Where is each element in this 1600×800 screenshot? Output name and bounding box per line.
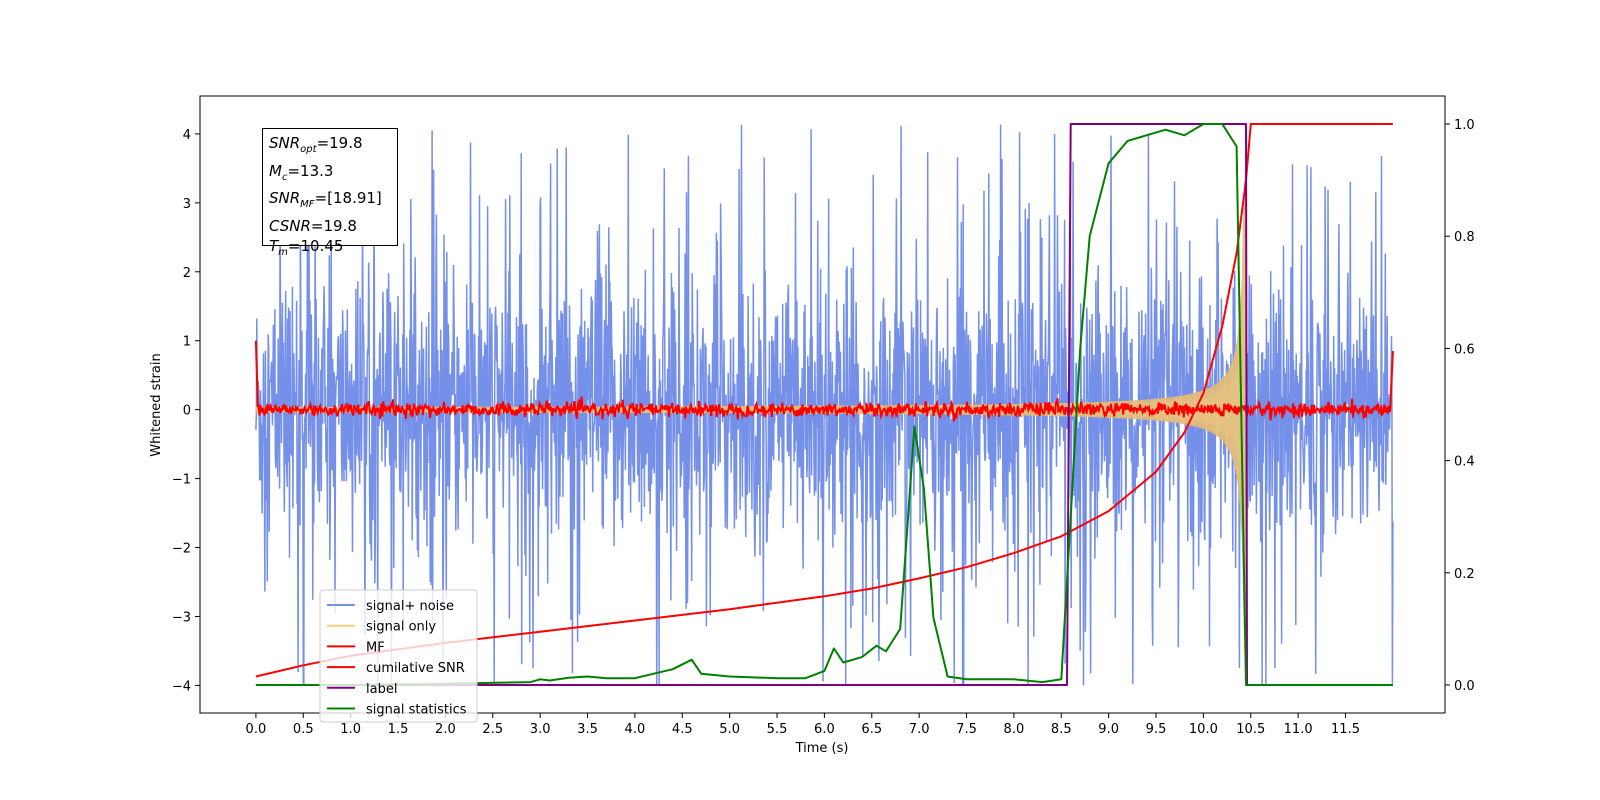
y-left-tick-label: −4 xyxy=(172,679,191,694)
x-axis-ticks: 0.0 0.5 1.0 1.5 2.0 2.5 3.0 3.5 4.0 4.5 5.0 5.5 6.0 6… xyxy=(246,713,1360,737)
x-tick-label: 2.0 xyxy=(435,722,456,737)
legend: signal+ noise signal only MF cumilative SNR… xyxy=(319,589,478,723)
x-tick-label: 5.0 xyxy=(719,722,740,737)
x-tick-label: 8.0 xyxy=(1004,722,1025,737)
x-tick-label: 1.5 xyxy=(388,722,409,737)
x-tick-label: 0.5 xyxy=(293,722,314,737)
mf-line xyxy=(254,340,1394,422)
legend-label: signal statistics xyxy=(366,703,467,718)
legend-label: label xyxy=(366,682,397,697)
csnr-text: CSNR=19.8 xyxy=(269,216,357,235)
series-layer xyxy=(254,123,1394,686)
x-axis-label: Time (s) xyxy=(795,741,849,756)
y-axis-right-ticks: 0.0 0.2 0.4 0.6 0.8 1.0 xyxy=(1445,118,1475,694)
mc-text: Mc=13.3 xyxy=(269,161,334,183)
legend-box xyxy=(319,589,478,723)
x-tick-label: 11.5 xyxy=(1331,722,1360,737)
x-tick-label: 7.5 xyxy=(956,722,977,737)
x-tick-label: 9.0 xyxy=(1098,722,1119,737)
y-left-tick-label: −3 xyxy=(172,610,191,625)
x-tick-label: 2.5 xyxy=(482,722,503,737)
signal-statistics-line xyxy=(255,123,1393,686)
legend-label: signal+ noise xyxy=(366,599,454,614)
y-right-tick-label: 0.4 xyxy=(1454,455,1475,470)
y-left-tick-label: 0 xyxy=(183,404,191,419)
y-left-tick-label: −2 xyxy=(172,542,191,557)
x-tick-label: 1.0 xyxy=(340,722,361,737)
y-left-tick-label: 4 xyxy=(183,128,191,143)
snr-mf-text: SNRMF=[18.91] xyxy=(269,189,382,210)
x-tick-label: 8.5 xyxy=(1051,722,1072,737)
y-right-tick-label: 0.0 xyxy=(1454,679,1475,694)
stats-annotation-box: SNRopt=19.8 Mc=13.3 SNRMF=[18.91] CSNR=1… xyxy=(262,128,398,258)
y-right-tick-label: 0.6 xyxy=(1454,342,1475,357)
y-left-tick-label: 3 xyxy=(183,197,191,212)
series-mf xyxy=(254,340,1394,422)
legend-label: MF xyxy=(366,640,385,655)
x-tick-label: 4.5 xyxy=(672,722,693,737)
x-tick-label: 11.0 xyxy=(1284,722,1313,737)
y-right-tick-label: 0.8 xyxy=(1454,230,1475,245)
plot-frame xyxy=(199,95,1446,714)
x-tick-label: 10.0 xyxy=(1189,722,1218,737)
x-tick-label: 6.0 xyxy=(814,722,835,737)
x-tick-label: 3.0 xyxy=(530,722,551,737)
series-cumulative-snr xyxy=(255,123,1393,678)
series-signal-noise xyxy=(255,124,1394,686)
cumulative-snr-line xyxy=(255,123,1393,678)
series-signal-statistics xyxy=(255,123,1393,686)
y-axis-left-ticks: −4 −3 −2 −1 0 1 2 3 4 xyxy=(172,128,200,694)
y-left-tick-label: −1 xyxy=(172,473,191,488)
x-tick-label: 3.5 xyxy=(577,722,598,737)
y-left-tick-label: 1 xyxy=(183,335,191,350)
legend-label: signal only xyxy=(366,620,436,635)
legend-label: cumilative SNR xyxy=(366,661,465,676)
x-tick-label: 6.5 xyxy=(861,722,882,737)
snr-opt-text: SNRopt=19.8 xyxy=(269,134,363,155)
y-axis-label: Whitened strain xyxy=(149,353,164,456)
x-tick-label: 9.5 xyxy=(1146,722,1167,737)
tm-text: Tm=10.45 xyxy=(269,237,344,258)
y-left-tick-label: 2 xyxy=(183,266,191,281)
signal-noise-line xyxy=(255,124,1394,686)
x-tick-label: 5.5 xyxy=(767,722,788,737)
x-tick-label: 4.0 xyxy=(625,722,646,737)
x-tick-label: 0.0 xyxy=(246,722,267,737)
y-right-tick-label: 0.2 xyxy=(1454,567,1475,582)
x-tick-label: 7.0 xyxy=(909,722,930,737)
x-tick-label: 10.5 xyxy=(1236,722,1265,737)
y-right-tick-label: 1.0 xyxy=(1454,118,1475,133)
